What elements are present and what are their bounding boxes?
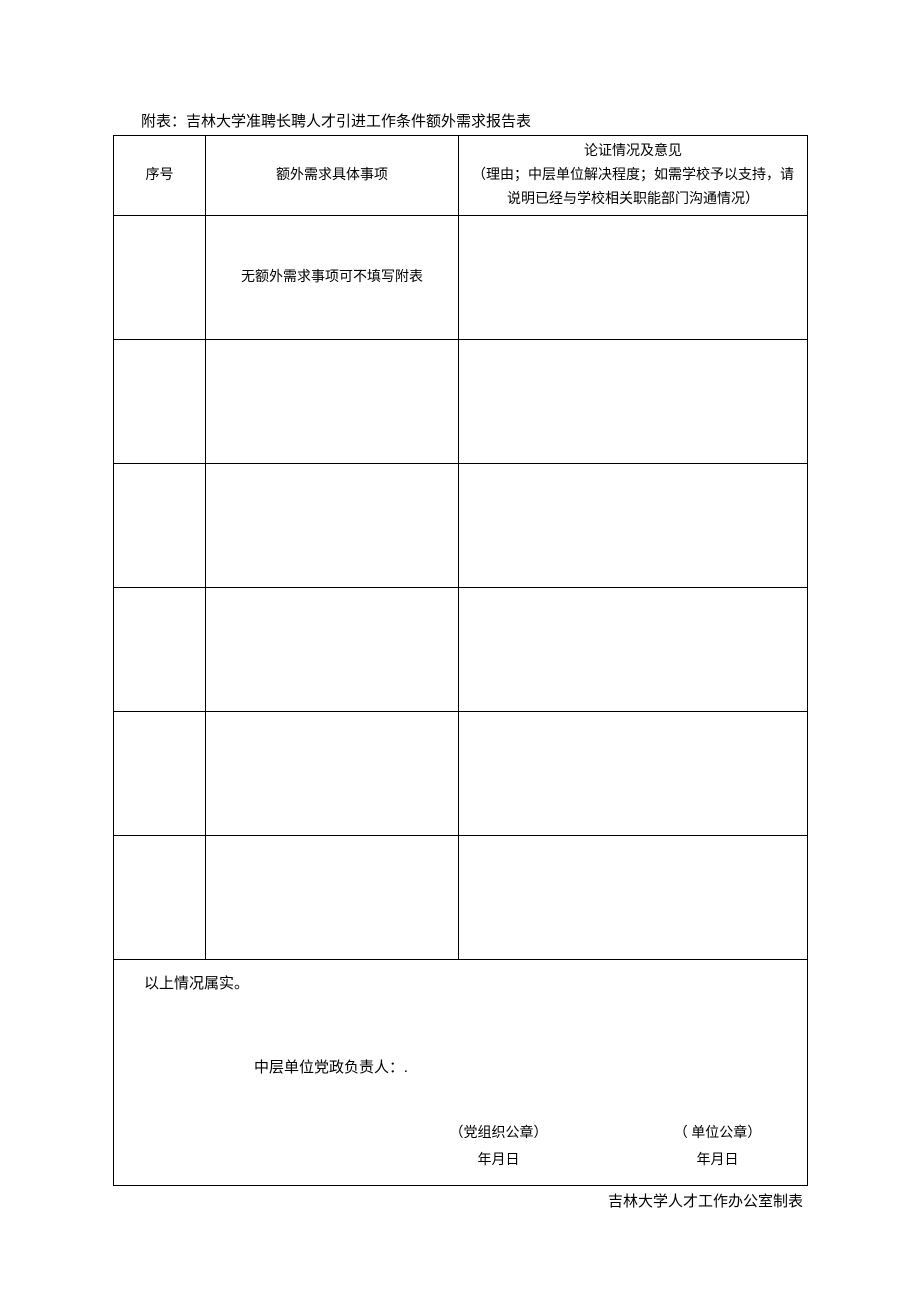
- header-opinion-line1: 论证情况及意见: [465, 140, 801, 164]
- signature-cell: 以上情况属实。 中层单位党政负责人：. （党组织公章） 年月日 （ 单位公章） …: [114, 960, 808, 1185]
- header-col-opinion: 论证情况及意见 （理由；中层单位解决程度；如需学校予以支持，请 说明已经与学校相…: [459, 136, 808, 216]
- cell-item: [206, 836, 459, 960]
- party-stamp-date: 年月日: [429, 1148, 568, 1175]
- unit-stamp-block: （ 单位公章） 年月日: [648, 1121, 787, 1174]
- cell-item: [206, 588, 459, 712]
- cell-no: [114, 464, 206, 588]
- table-row: [114, 340, 808, 464]
- table-header-row: 序号 额外需求具体事项 论证情况及意见 （理由；中层单位解决程度；如需学校予以支…: [114, 136, 808, 216]
- header-opinion-line3: 说明已经与学校相关职能部门沟通情况）: [465, 188, 801, 212]
- cell-opinion: [459, 340, 808, 464]
- cell-no: [114, 340, 206, 464]
- table-row: [114, 712, 808, 836]
- table-row: [114, 836, 808, 960]
- cell-no: [114, 588, 206, 712]
- cell-opinion: [459, 216, 808, 340]
- responsible-person-label: 中层单位党政负责人：.: [144, 1056, 787, 1082]
- party-stamp-label: （党组织公章）: [429, 1121, 568, 1148]
- cell-item: [206, 464, 459, 588]
- cell-no: [114, 836, 206, 960]
- cell-item: [206, 340, 459, 464]
- signature-row: 以上情况属实。 中层单位党政负责人：. （党组织公章） 年月日 （ 单位公章） …: [114, 960, 808, 1185]
- cell-no: [114, 216, 206, 340]
- cell-opinion: [459, 712, 808, 836]
- cell-opinion: [459, 836, 808, 960]
- attachment-title: 附表：吉林大学准聘长聘人才引进工作条件额外需求报告表: [113, 110, 807, 131]
- table-row: 无额外需求事项可不填写附表: [114, 216, 808, 340]
- header-opinion-line2: （理由；中层单位解决程度；如需学校予以支持，请: [465, 164, 801, 188]
- header-col-item: 额外需求具体事项: [206, 136, 459, 216]
- cell-opinion: [459, 588, 808, 712]
- cell-item: [206, 712, 459, 836]
- footer-maker: 吉林大学人才工作办公室制表: [113, 1190, 807, 1211]
- requirements-table: 序号 额外需求具体事项 论证情况及意见 （理由；中层单位解决程度；如需学校予以支…: [113, 135, 808, 1186]
- table-row: [114, 464, 808, 588]
- cell-item: 无额外需求事项可不填写附表: [206, 216, 459, 340]
- cell-opinion: [459, 464, 808, 588]
- party-stamp-block: （党组织公章） 年月日: [429, 1121, 568, 1174]
- unit-stamp-date: 年月日: [648, 1148, 787, 1175]
- unit-stamp-label: （ 单位公章）: [648, 1121, 787, 1148]
- page: 附表：吉林大学准聘长聘人才引进工作条件额外需求报告表 序号 额外需求具体事项 论…: [0, 0, 920, 1271]
- stamps-row: （党组织公章） 年月日 （ 单位公章） 年月日: [144, 1121, 787, 1174]
- declaration-text: 以上情况属实。: [144, 972, 787, 998]
- table-row: [114, 588, 808, 712]
- cell-no: [114, 712, 206, 836]
- header-col-no: 序号: [114, 136, 206, 216]
